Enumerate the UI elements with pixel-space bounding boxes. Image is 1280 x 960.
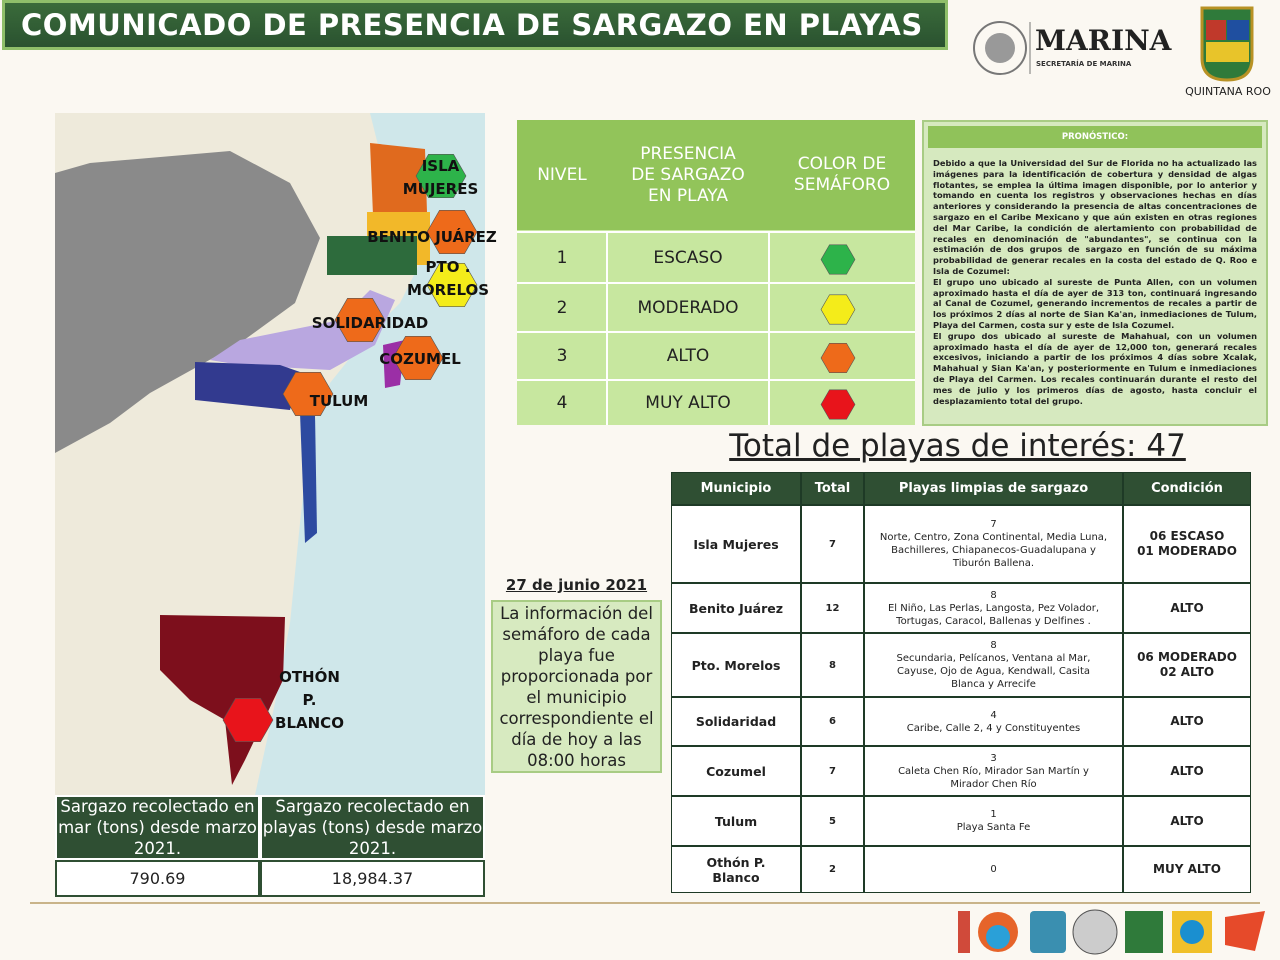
collected-header: Sargazo recolectado en mar (tons) desde … <box>55 795 260 860</box>
date: 27 de junio 2021 <box>505 576 648 594</box>
clean-beaches: 8 Secundaria, Pelícanos, Ventana al Mar, … <box>864 633 1123 697</box>
collected-value: 790.69 <box>55 860 260 897</box>
total: 7 <box>801 505 864 583</box>
total: 2 <box>801 846 864 893</box>
forecast-paragraph: El grupo dos ubicado al sureste de Mahah… <box>933 330 1257 406</box>
map-hexagon <box>415 154 467 198</box>
map-hexagon <box>392 336 444 380</box>
clean-beaches: 3 Caleta Chen Río, Mirador San Martín y M… <box>864 746 1123 796</box>
forecast-paragraph: El grupo uno ubicado al sureste de Punta… <box>933 276 1257 330</box>
municipality: Isla Mujeres <box>671 505 801 583</box>
legend-level-name: MODERADO <box>637 297 739 318</box>
legend-level: 4 <box>556 392 568 413</box>
table-header: Condición <box>1123 472 1251 505</box>
forecast-title: PRONÓSTICO: <box>928 126 1262 148</box>
map <box>55 113 485 795</box>
header-title: COMUNICADO DE PRESENCIA DE SARGAZO EN PL… <box>2 0 948 50</box>
map-label: ISLA MUJERES <box>402 157 479 198</box>
legend-level-name: ESCASO <box>653 247 723 268</box>
clean-beaches: 1 Playa Santa Fe <box>864 796 1123 846</box>
map-hexagon <box>282 372 334 416</box>
legend-header: PRESENCIA DE SARGAZO EN PLAYA <box>631 143 745 206</box>
total: 8 <box>801 633 864 697</box>
table-header: Municipio <box>671 472 801 505</box>
total: 6 <box>801 697 864 746</box>
legend-header: COLOR DE SEMÁFORO <box>793 154 891 195</box>
clean-count: 3 <box>990 752 997 764</box>
clean-list: Playa Santa Fe <box>956 822 1031 833</box>
map-label: OTHÓN P. BLANCO <box>275 668 344 732</box>
marina-logo: MARINA <box>1035 24 1173 57</box>
clean-list: Caleta Chen Río, Mirador San Martín y Mi… <box>898 765 1089 790</box>
map-label: BENITO JUÁREZ <box>367 228 497 246</box>
clean-count: 1 <box>990 809 997 820</box>
clean-count: 8 <box>990 640 997 651</box>
legend-header: NIVEL <box>537 164 587 185</box>
municipality: Othón P. Blanco <box>671 846 801 893</box>
map-hexagon <box>426 263 478 307</box>
legend-swatch <box>820 294 856 325</box>
condition: 06 MODERADO 02 ALTO <box>1123 633 1251 697</box>
condition: ALTO <box>1123 746 1251 796</box>
clean-list: El Niño, Las Perlas, Langosta, Pez Volad… <box>887 602 1100 627</box>
map-hexagon <box>222 698 274 742</box>
total-beaches: Total de playas de interés: 47 <box>729 428 1186 464</box>
clean-list: Secundaria, Pelícanos, Ventana al Mar, C… <box>896 653 1091 690</box>
legend-swatch <box>820 342 856 374</box>
municipality: Benito Juárez <box>671 583 801 633</box>
clean-count: 7 <box>990 519 997 530</box>
legend-level-name: ALTO <box>666 346 710 366</box>
legend-swatch <box>820 389 856 420</box>
municipality: Tulum <box>671 796 801 846</box>
map-hexagon <box>426 210 478 254</box>
condition: ALTO <box>1123 583 1251 633</box>
clean-count: 0 <box>990 864 997 875</box>
forecast-text: Debido a que la Universidad del Sur de F… <box>924 152 1266 412</box>
map-label: COZUMEL <box>379 350 461 368</box>
clean-beaches: 4 Caribe, Calle 2, 4 y Constituyentes <box>864 697 1123 746</box>
logos: MARINA SECRETARÍA DE MARINA QUINTANA ROO <box>973 6 1271 98</box>
condition: MUY ALTO <box>1123 846 1251 893</box>
collected-header: Sargazo recolectado en playas (tons) des… <box>260 795 485 860</box>
total: 5 <box>801 796 864 846</box>
table-header: Playas limpias de sargazo <box>864 472 1123 505</box>
legend-level-name: MUY ALTO <box>645 392 731 413</box>
map-label: PTO . MORELOS <box>406 258 490 299</box>
table-header: Total <box>801 472 864 505</box>
clean-count: 4 <box>990 709 997 721</box>
total: 7 <box>801 746 864 796</box>
clean-count: 8 <box>990 589 997 601</box>
legend-level: 2 <box>556 297 568 318</box>
marina-sub: SECRETARÍA DE MARINA <box>1036 59 1132 68</box>
clean-beaches: 7 Norte, Centro, Zona Continental, Media … <box>864 505 1123 583</box>
footer-line <box>30 902 1260 904</box>
note: La información del semáforo de cada play… <box>491 600 662 773</box>
state-name: QUINTANA ROO <box>1185 85 1271 98</box>
legend-swatch <box>820 244 856 275</box>
municipality: Solidaridad <box>671 697 801 746</box>
condition: ALTO <box>1123 697 1251 746</box>
condition: 06 ESCASO 01 MODERADO <box>1123 505 1251 583</box>
map-label: TULUM <box>309 392 369 410</box>
map-hexagon <box>334 298 386 342</box>
clean-beaches: 0 <box>864 846 1123 893</box>
municipality: Pto. Morelos <box>671 633 801 697</box>
legend-grid <box>517 120 915 425</box>
legend-level: 1 <box>556 247 568 268</box>
total: 12 <box>801 583 864 633</box>
condition: ALTO <box>1123 796 1251 846</box>
clean-beaches: 8 El Niño, Las Perlas, Langosta, Pez Vola… <box>864 583 1123 633</box>
forecast-paragraph: Debido a que la Universidad del Sur de F… <box>933 158 1257 276</box>
forecast-box: PRONÓSTICO: Debido a que la Universidad … <box>922 120 1268 426</box>
clean-list: Norte, Centro, Zona Continental, Media L… <box>879 532 1108 569</box>
collected-value: 18,984.37 <box>260 860 485 897</box>
map-label: SOLIDARIDAD <box>311 314 429 332</box>
footer-logos <box>958 909 1265 955</box>
municipality: Cozumel <box>671 746 801 796</box>
clean-list: Caribe, Calle 2, 4 y Constituyentes <box>906 722 1081 734</box>
legend-level: 3 <box>556 346 568 366</box>
